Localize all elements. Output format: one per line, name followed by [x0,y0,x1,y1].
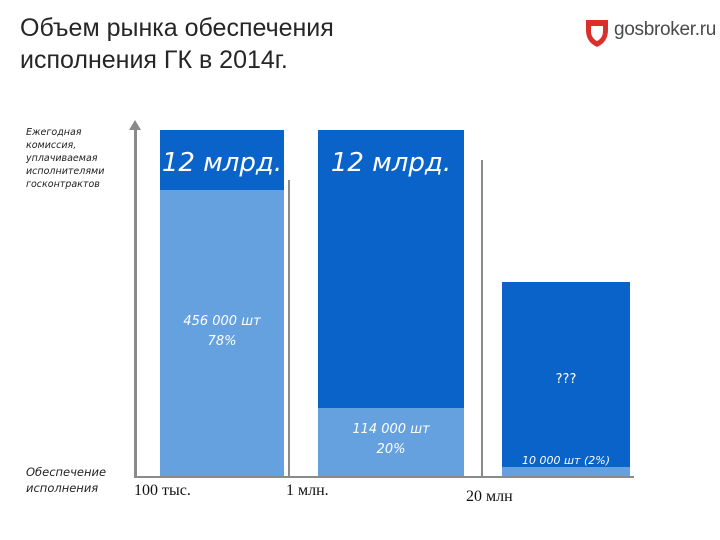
logo-text: gosbroker.ru [614,19,717,40]
x-axis-line [134,476,634,478]
y-axis-label: Ежегодная комиссия, уплачиваемая исполни… [26,127,105,190]
bar-2-bottom-label: 114 000 шт 20% [352,422,430,457]
x-tick-1: 100 тыс. [134,482,191,499]
bar-1-commission [160,130,284,190]
bar-2-share [318,408,464,476]
y-axis-line [134,128,137,478]
x-tick-2: 1 млн. [286,482,329,499]
bar-3-commission [502,282,630,467]
bottom-axis-label: Обеспечение исполнения [26,465,107,495]
bar-1-bottom-label: 456 000 шт 78% [183,314,261,349]
bar-3-bottom-label: 10 000 шт (2%) [522,454,610,467]
bar-3-share [502,467,630,476]
bar-2-top-label: 12 млрд. [330,148,452,178]
page-title: Объем рынка обеспечения исполнения ГК в … [20,14,334,74]
bar-1-share [160,190,284,476]
gosbroker-logo [586,20,608,47]
y-axis-arrow [129,120,141,130]
x-divider-2 [481,160,483,476]
x-divider-1 [288,180,290,476]
bar-3-top-label: ??? [555,372,577,387]
bar-1-top-label: 12 млрд. [161,148,283,178]
x-tick-3: 20 млн [466,488,513,505]
bar-2-commission [318,130,464,408]
